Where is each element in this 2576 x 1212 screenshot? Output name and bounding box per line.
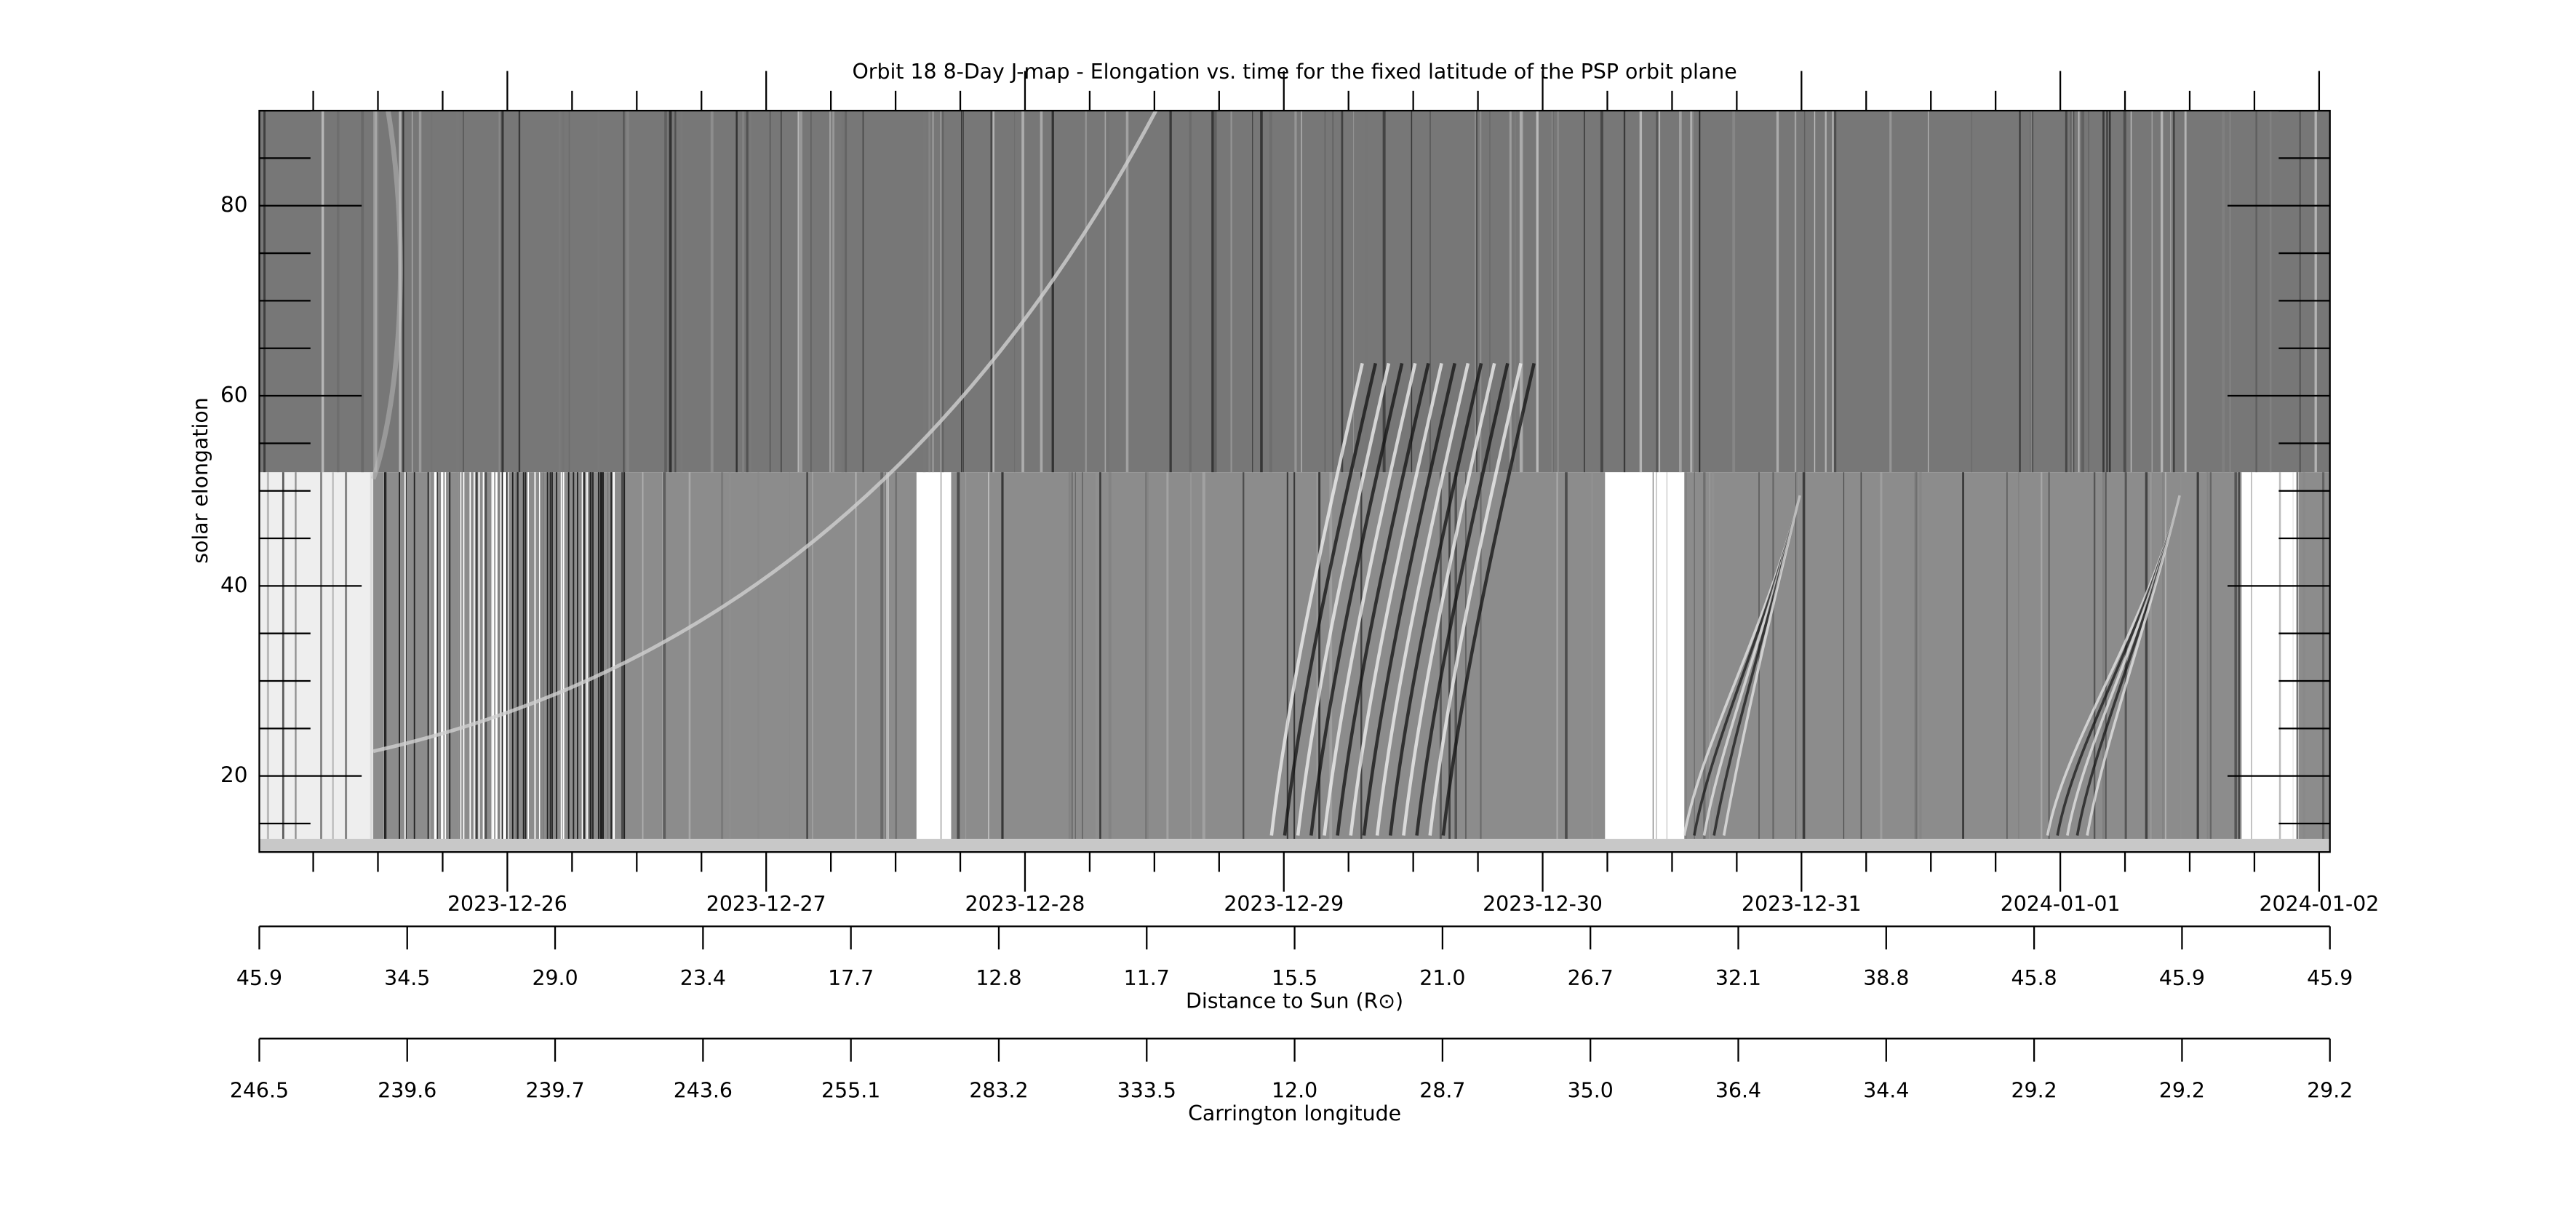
- secondary-tick-label: 45.9: [2159, 966, 2205, 990]
- streak: [1722, 495, 1801, 836]
- y-tick-label: 60: [220, 383, 248, 407]
- x-tick-label: 2023-12-26: [447, 892, 567, 916]
- secondary-axis-label: Distance to Sun (R⊙): [1186, 989, 1403, 1013]
- secondary-axis-label: Carrington longitude: [1188, 1101, 1401, 1125]
- streak: [1336, 362, 1430, 836]
- secondary-tick-label: 45.8: [2011, 966, 2057, 990]
- axes: 20 40 60 80 2023-12-26 2023-12-27 2023-12-28 20…: [220, 71, 2379, 1125]
- secondary-tick-label: 45.9: [2307, 966, 2353, 990]
- track: [370, 110, 403, 480]
- secondary-tick-label: 34.5: [384, 966, 430, 990]
- bottom-strip: [259, 839, 2330, 853]
- frame: [258, 109, 2331, 853]
- streak: [1349, 362, 1443, 836]
- secondary-tick-label: 11.7: [1124, 966, 1170, 990]
- secondary-tick-label: 32.1: [1715, 966, 1761, 990]
- streak: [2086, 495, 2181, 836]
- streak: [1415, 362, 1510, 836]
- secondary-tick-label: 17.7: [828, 966, 874, 990]
- secondary-tick-label: 243.6: [674, 1078, 733, 1102]
- secondary-tick-label: 29.2: [2159, 1078, 2205, 1102]
- secondary-tick-label: 333.5: [1117, 1078, 1176, 1102]
- y-tick-label: 40: [220, 573, 248, 597]
- secondary-tick-label: 28.7: [1419, 1078, 1465, 1102]
- streak: [1283, 362, 1378, 836]
- x-tick-label: 2023-12-28: [965, 892, 1085, 916]
- secondary-tick-label: 38.8: [1863, 966, 1909, 990]
- x-tick-label: 2024-01-02: [2259, 892, 2379, 916]
- secondary-tick-label: 12.8: [976, 966, 1021, 990]
- secondary-tick-label: 246.5: [230, 1078, 289, 1102]
- streak: [1428, 362, 1523, 836]
- x-tick-label: 2023-12-31: [1742, 892, 1862, 916]
- streak: [1441, 362, 1536, 836]
- secondary-tick-label: 29.2: [2307, 1078, 2353, 1102]
- jmap-image: [258, 109, 2331, 853]
- secondary-tick-label: 29.2: [2011, 1078, 2057, 1102]
- streak: [1323, 362, 1417, 836]
- streak: [1388, 362, 1483, 836]
- streak: [1362, 362, 1456, 836]
- data-gap: [2241, 472, 2299, 840]
- streak: [1296, 362, 1391, 836]
- secondary-tick-label: 34.4: [1863, 1078, 1909, 1102]
- secondary-tick-label: 36.4: [1715, 1078, 1761, 1102]
- secondary-tick-label: 239.7: [525, 1078, 584, 1102]
- x-tick-label: 2023-12-27: [706, 892, 826, 916]
- x-tick-label: 2024-01-01: [2001, 892, 2121, 916]
- secondary-tick-label: 26.7: [1568, 966, 1614, 990]
- secondary-tick-label: 283.2: [969, 1078, 1028, 1102]
- secondary-tick-label: 45.9: [236, 966, 282, 990]
- secondary-tick-label: 255.1: [821, 1078, 880, 1102]
- chart-title: Orbit 18 8-Day J-map - Elongation vs. ti…: [852, 60, 1736, 84]
- y-axis-label: solar elongation: [188, 397, 212, 563]
- y-tick-label: 20: [220, 762, 248, 787]
- data-gap: [916, 472, 952, 840]
- secondary-tick-label: 15.5: [1272, 966, 1317, 990]
- secondary-tick-label: 21.0: [1419, 966, 1465, 990]
- secondary-tick-label: 29.0: [532, 966, 578, 990]
- secondary-tick-label: 35.0: [1568, 1078, 1614, 1102]
- data-gap: [259, 472, 374, 840]
- streak: [1375, 362, 1470, 836]
- track: [372, 109, 1158, 754]
- streak: [1269, 362, 1364, 836]
- secondary-tick-label: 12.0: [1272, 1078, 1317, 1102]
- y-tick-label: 80: [220, 192, 248, 217]
- secondary-tick-label: 23.4: [680, 966, 726, 990]
- streak: [1402, 362, 1496, 836]
- streak: [1309, 362, 1404, 836]
- x-tick-label: 2023-12-29: [1224, 892, 1344, 916]
- x-tick-label: 2023-12-30: [1483, 892, 1603, 916]
- secondary-tick-label: 239.6: [378, 1078, 436, 1102]
- data-gap: [1605, 472, 1685, 840]
